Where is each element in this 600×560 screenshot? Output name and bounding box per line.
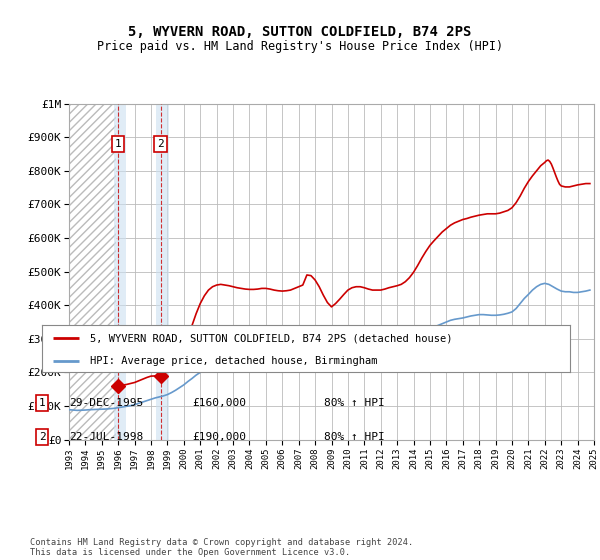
Text: £190,000: £190,000	[192, 432, 246, 442]
Text: 29-DEC-1995: 29-DEC-1995	[69, 398, 143, 408]
Text: 5, WYVERN ROAD, SUTTON COLDFIELD, B74 2PS (detached house): 5, WYVERN ROAD, SUTTON COLDFIELD, B74 2P…	[89, 333, 452, 343]
Text: HPI: Average price, detached house, Birmingham: HPI: Average price, detached house, Birm…	[89, 356, 377, 366]
Text: 80% ↑ HPI: 80% ↑ HPI	[324, 398, 385, 408]
Text: 80% ↑ HPI: 80% ↑ HPI	[324, 432, 385, 442]
Bar	[114, 104, 126, 440]
Text: Contains HM Land Registry data © Crown copyright and database right 2024.
This d: Contains HM Land Registry data © Crown c…	[30, 538, 413, 557]
Text: £160,000: £160,000	[192, 398, 246, 408]
Bar	[157, 104, 169, 440]
Text: 2: 2	[157, 139, 164, 149]
Text: 2: 2	[38, 432, 46, 442]
Text: Price paid vs. HM Land Registry's House Price Index (HPI): Price paid vs. HM Land Registry's House …	[97, 40, 503, 53]
Text: 5, WYVERN ROAD, SUTTON COLDFIELD, B74 2PS: 5, WYVERN ROAD, SUTTON COLDFIELD, B74 2P…	[128, 25, 472, 39]
Text: 1: 1	[115, 139, 121, 149]
Text: 1: 1	[38, 398, 46, 408]
Bar	[69, 104, 116, 440]
Text: 22-JUL-1998: 22-JUL-1998	[69, 432, 143, 442]
